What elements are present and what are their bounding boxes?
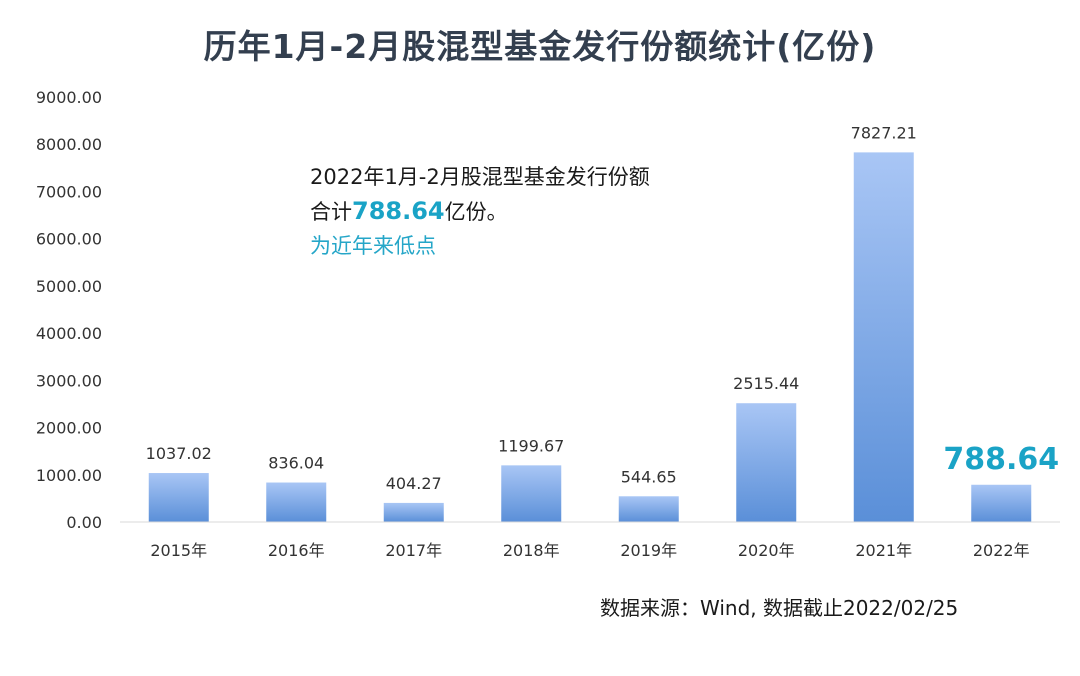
bar (266, 482, 327, 522)
bar (971, 484, 1032, 522)
x-tick-label: 2016年 (268, 541, 325, 560)
data-label: 544.65 (621, 467, 677, 486)
x-tick-label: 2021年 (855, 541, 912, 560)
note-line1: 2022年1月-2月股混型基金发行份额 (310, 165, 650, 189)
data-label: 7827.21 (851, 123, 917, 142)
x-tick-label: 2017年 (385, 541, 442, 560)
data-label: 1037.02 (146, 444, 212, 463)
data-label: 788.64 (943, 442, 1059, 477)
data-label: 1199.67 (498, 436, 564, 455)
bar (618, 496, 679, 522)
x-axis: 2015年 2016年 2017年 2018年 2019年 2020年 2021年 2022年 (120, 521, 1060, 560)
chart-title: 历年1月-2月股混型基金发行份额统计(亿份) (203, 27, 877, 66)
y-axis: 0.00 1000.00 2000.00 3000.00 4000.00 5000.00 6… (36, 88, 102, 532)
x-tick-label: 2018年 (503, 541, 560, 560)
x-tick-label: 2015年 (150, 541, 207, 560)
y-tick-label: 0.00 (66, 513, 102, 532)
y-tick-label: 5000.00 (36, 277, 102, 296)
note-prefix: 合计 (310, 200, 352, 224)
bar (853, 152, 914, 522)
x-tick-label: 2022年 (973, 541, 1030, 560)
y-tick-label: 9000.00 (36, 88, 102, 107)
bar (148, 473, 209, 522)
annotation-note: 2022年1月-2月股混型基金发行份额 合计788.64亿份。 为近年来低点 (310, 160, 650, 263)
y-tick-label: 4000.00 (36, 324, 102, 343)
bar-series: 1037.02 836.04 404.27 1199.67 544.65 2515.44 7… (146, 123, 1059, 522)
bar (501, 465, 562, 522)
y-tick-label: 1000.00 (36, 466, 102, 485)
note-line3: 为近年来低点 (310, 234, 436, 258)
data-label: 836.04 (268, 454, 324, 473)
bar (736, 403, 797, 522)
y-tick-label: 3000.00 (36, 371, 102, 390)
note-total-value: 788.64 (352, 197, 445, 225)
y-tick-label: 6000.00 (36, 230, 102, 249)
data-label: 2515.44 (733, 374, 799, 393)
y-tick-label: 8000.00 (36, 135, 102, 154)
data-source: 数据来源：Wind, 数据截止2022/02/25 (600, 596, 959, 620)
y-tick-label: 7000.00 (36, 182, 102, 201)
data-label: 404.27 (386, 474, 442, 493)
note-suffix: 亿份。 (444, 200, 508, 224)
note-line2: 合计788.64亿份。 (310, 194, 650, 229)
x-tick-label: 2019年 (620, 541, 677, 560)
bar (383, 502, 444, 522)
y-tick-label: 2000.00 (36, 419, 102, 438)
x-tick-label: 2020年 (738, 541, 795, 560)
